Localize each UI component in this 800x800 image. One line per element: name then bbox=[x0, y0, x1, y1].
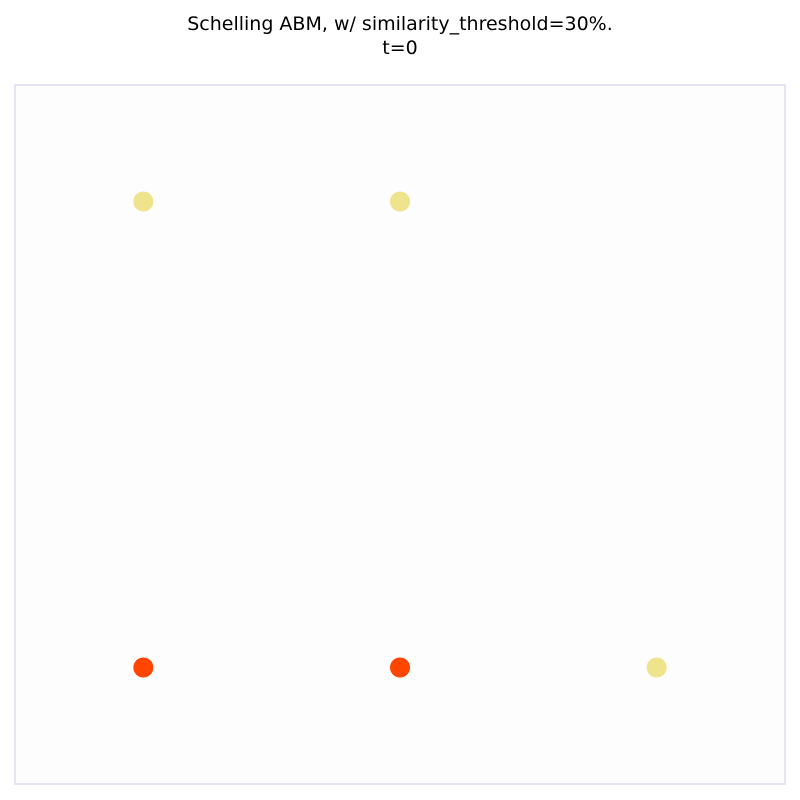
chart-title-line-1: Schelling ABM, w/ similarity_threshold=3… bbox=[187, 13, 613, 35]
agent-point-series-1-2 bbox=[390, 191, 410, 212]
agent-point-series-1-3 bbox=[646, 657, 667, 678]
agent-point-series-1-1 bbox=[133, 191, 154, 212]
agent-point-series-2-2 bbox=[390, 657, 410, 678]
plot-area bbox=[14, 84, 786, 785]
agent-points bbox=[133, 191, 667, 678]
chart-title-line-2: t=0 bbox=[382, 37, 418, 59]
agent-point-series-2-1 bbox=[133, 657, 154, 678]
chart-title: Schelling ABM, w/ similarity_threshold=3… bbox=[0, 12, 800, 60]
